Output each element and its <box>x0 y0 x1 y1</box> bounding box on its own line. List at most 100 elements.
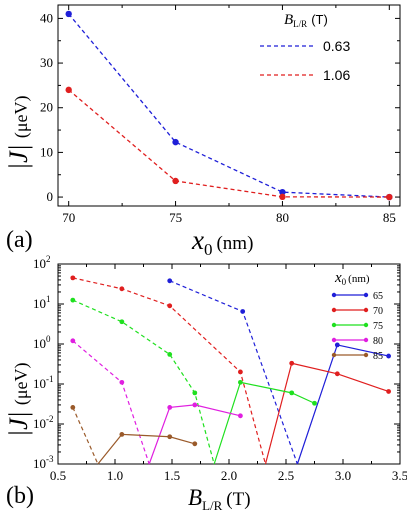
y-tick-label: 20 <box>40 100 53 115</box>
data-point-85 <box>167 434 173 440</box>
y-tick-base: 10 <box>33 416 46 431</box>
data-point-65 <box>386 353 391 359</box>
panel-a-xlabel-sub: 0 <box>204 240 213 259</box>
data-point-80 <box>70 338 76 344</box>
data-point-75 <box>167 351 173 357</box>
data-point-65 <box>334 342 340 348</box>
data-point-85 <box>70 405 76 410</box>
data-point-70 <box>167 303 173 309</box>
y-tick-base: 10 <box>33 456 46 471</box>
legend-title-sub: 0 <box>342 277 347 287</box>
data-point-0.63 <box>172 138 179 146</box>
series-solid-75 <box>213 381 315 465</box>
panel-a-ylabel-main: |J| <box>4 144 33 170</box>
x-tick-label: 3.0 <box>335 468 351 483</box>
y-tick-label: 40 <box>40 10 53 25</box>
data-point-75 <box>312 400 317 406</box>
y-tick-label: 10 <box>40 144 53 159</box>
y-tick-exp: -2 <box>46 414 54 424</box>
panel-a-frame <box>57 4 401 207</box>
data-point-80 <box>119 379 125 385</box>
series-dashed-85 <box>72 407 99 465</box>
legend-marker-85 <box>363 352 369 358</box>
panel-a-ylabel: |J| (μeV) <box>4 96 33 170</box>
data-point-80 <box>238 413 243 419</box>
data-point-85 <box>119 431 125 437</box>
series-dashed-75 <box>72 299 215 465</box>
data-point-75 <box>119 319 125 325</box>
data-point-65 <box>240 309 246 314</box>
legend-title-unit: (nm) <box>348 273 370 285</box>
data-point-70 <box>119 286 125 292</box>
y-tick-exp: 1 <box>46 294 51 304</box>
y-tick-label: 30 <box>40 55 53 70</box>
x-tick-label: 80 <box>276 210 289 225</box>
panel-b-xlabel-unit: (T) <box>226 489 250 510</box>
x-tick-label: 1.0 <box>107 468 123 483</box>
legend-marker-80 <box>363 337 369 343</box>
y-tick-base: 10 <box>33 256 46 271</box>
panel-b-ylabel: |J| (μeV) <box>4 363 33 437</box>
data-point-75 <box>289 390 295 396</box>
data-point-80 <box>192 402 198 408</box>
data-point-1.06 <box>386 193 393 201</box>
legend-title-main: B <box>284 12 293 28</box>
y-tick-label: 10 <box>33 256 46 271</box>
y-tick-label: 10 <box>33 336 46 351</box>
data-point-75 <box>192 390 198 396</box>
series-dashed-65 <box>169 280 298 465</box>
data-point-1.06 <box>172 177 179 185</box>
legend-label-80: 80 <box>373 336 383 347</box>
panel-b-legend: x0 (nm)65 70 75 80 85 <box>331 270 383 362</box>
data-point-75 <box>238 379 243 385</box>
y-tick-exp: -1 <box>46 374 54 384</box>
x-tick-label: 85 <box>383 210 396 225</box>
panel-a-xlabel-main: x <box>191 225 204 255</box>
legend-title-unit: (T) <box>311 12 328 27</box>
panel-b-ylabel-main: |J| <box>4 411 33 437</box>
legend-label-65: 65 <box>373 291 383 302</box>
legend-title-sub: L/R <box>293 19 307 29</box>
data-point-70 <box>238 369 243 375</box>
series-line-1.06 <box>68 89 390 198</box>
legend-label-70: 70 <box>373 306 383 317</box>
data-point-80 <box>167 405 173 410</box>
data-point-0.63 <box>65 10 72 18</box>
series-solid-85 <box>97 433 195 465</box>
series-solid-65 <box>296 344 389 465</box>
legend-title: x0 (nm) <box>334 270 370 287</box>
legend-marker-65 <box>331 292 337 298</box>
data-point-70 <box>289 360 295 366</box>
data-point-1.06 <box>279 193 286 201</box>
legend-label-1.06: 1.06 <box>323 67 350 83</box>
y-tick-exp: 0 <box>46 334 51 344</box>
data-point-0.63 <box>279 188 286 196</box>
legend-label-75: 75 <box>373 321 383 332</box>
legend-marker-75 <box>363 322 369 328</box>
data-point-70 <box>334 371 340 377</box>
panel-b-xlabel-sub: L/R <box>202 498 223 513</box>
panel-a-label: (a) <box>6 227 33 253</box>
x-tick-label: 2.0 <box>221 468 237 483</box>
x-tick-label: 1.5 <box>164 468 180 483</box>
legend-marker-80 <box>331 337 337 343</box>
panel-a-ticks: 70 75 80 85 0 10 20 30 40 <box>40 5 400 225</box>
y-tick-exp: 2 <box>46 254 51 264</box>
data-point-1.06 <box>65 86 72 94</box>
y-tick-base: 10 <box>33 336 46 351</box>
panel-a-xlabel: x0 (nm) <box>191 225 253 259</box>
x-tick-label: 3.5 <box>392 468 407 483</box>
legend-marker-85 <box>331 352 337 358</box>
data-point-70 <box>70 275 76 281</box>
legend-marker-70 <box>331 307 337 313</box>
legend-title-main: x <box>334 270 342 286</box>
legend-marker-75 <box>331 322 337 328</box>
x-tick-label: 0.5 <box>50 468 66 483</box>
series-line-0.63 <box>68 13 390 198</box>
legend-label-85: 85 <box>373 351 383 362</box>
x-tick-label: 2.5 <box>278 468 294 483</box>
